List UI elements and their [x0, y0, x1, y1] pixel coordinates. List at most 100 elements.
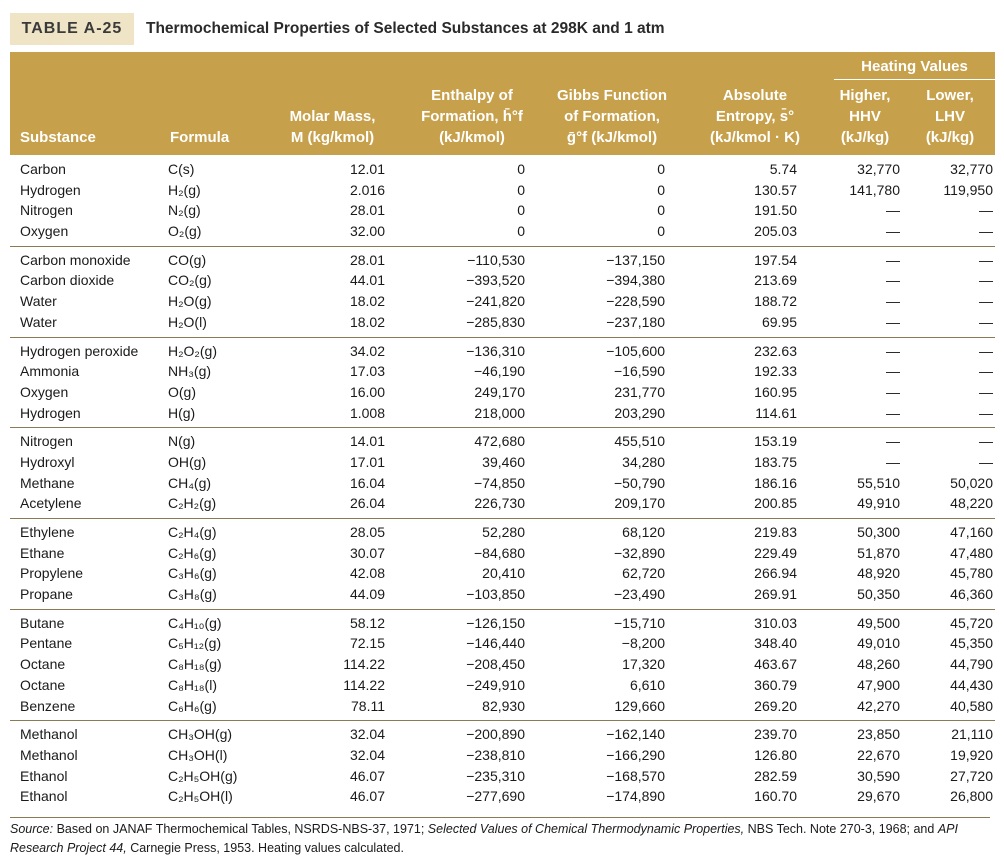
- header-line: Enthalpy of: [431, 87, 513, 104]
- column-header: Higher, HHV (kJ/kg): [825, 85, 905, 148]
- table-cell: —: [979, 383, 993, 400]
- row-group: Ethylene C₂H₄(g) 28.05 52,280 68,120 219.83 50…: [10, 518, 995, 609]
- table-cell: 232.63: [754, 342, 797, 359]
- table-cell: —: [979, 363, 993, 380]
- table-cell: 0: [657, 223, 665, 240]
- table-cell: 218,000: [474, 404, 525, 421]
- table-cell: 47,480: [950, 544, 993, 561]
- table-cell: Octane: [20, 676, 66, 693]
- table-cell: C₅H₁₂(g): [168, 635, 222, 652]
- table-cell: CH₄(g): [168, 474, 212, 491]
- header-line: (kJ/kg): [925, 129, 975, 146]
- table-row: Ethanol C₂H₅OH(l) 46.07 −277,690 −174,890 160…: [10, 786, 995, 807]
- note-text: API Research Project 44,: [10, 822, 958, 855]
- header-line: Formation, h̄°f: [421, 108, 523, 125]
- table-cell: 310.03: [754, 614, 797, 631]
- table-row: Octane C₈H₁₈(g) 114.22 −208,450 17,320 463.67…: [10, 654, 995, 675]
- table-cell: 46,360: [950, 586, 993, 603]
- table-cell: Ethane: [20, 544, 65, 561]
- group-heading: Heating Values: [834, 57, 995, 80]
- table-cell: —: [979, 404, 993, 421]
- table-cell: −146,440: [466, 635, 525, 652]
- table-cell: 188.72: [754, 293, 797, 310]
- table-cell: 44,430: [950, 676, 993, 693]
- table-cell: −50,790: [614, 474, 665, 491]
- table-cell: O(g): [168, 383, 196, 400]
- header-line: M (kg/kmol): [290, 129, 375, 146]
- table-cell: −162,140: [606, 726, 665, 743]
- table-cell: 45,350: [950, 635, 993, 652]
- table-cell: −393,520: [466, 272, 525, 289]
- table-cell: Propane: [20, 586, 73, 603]
- table-cell: 200.85: [754, 495, 797, 512]
- table-cell: 6,610: [629, 676, 665, 693]
- table-cell: 32,770: [950, 161, 993, 177]
- table-cell: 0: [657, 202, 665, 219]
- table-cell: −237,180: [606, 313, 665, 330]
- table-cell: Water: [20, 313, 57, 330]
- table-cell: 34,280: [622, 453, 665, 470]
- table-cell: 49,010: [857, 635, 900, 652]
- table-cell: 28.01: [349, 251, 385, 268]
- table-row: Hydrogen peroxide H₂O₂(g) 34.02 −136,310 −10…: [10, 341, 995, 362]
- header-line: Lower,: [926, 87, 974, 104]
- table-cell: −277,690: [466, 788, 525, 805]
- table-cell: 45,720: [950, 614, 993, 631]
- table-cell: 50,020: [950, 474, 993, 491]
- table-cell: 30,590: [857, 767, 900, 784]
- table-cell: Ammonia: [20, 363, 80, 380]
- table-cell: 129,660: [614, 697, 665, 714]
- table-cell: 239.70: [754, 726, 797, 743]
- table-cell: 29,670: [857, 788, 900, 805]
- table-cell: −168,570: [606, 767, 665, 784]
- note-text: Source:: [10, 822, 54, 836]
- table-cell: 0: [517, 181, 525, 198]
- table-cell: 114.61: [755, 404, 797, 421]
- table-cell: 78.11: [351, 697, 385, 714]
- table-cell: −32,890: [614, 544, 665, 561]
- table-cell: 360.79: [754, 676, 797, 693]
- table-cell: CH₃OH(g): [168, 726, 233, 743]
- table-cell: 191.50: [754, 202, 797, 219]
- table-cell: 160.95: [754, 383, 797, 400]
- row-group: Carbon C(s) 12.01 0 0 5.74 32,770 32,770 Hydroge…: [10, 156, 995, 246]
- table-cell: −15,710: [614, 614, 665, 631]
- header-line: Molar Mass,: [289, 108, 376, 125]
- table-cell: 0: [657, 181, 665, 198]
- table-cell: —: [979, 453, 993, 470]
- table-cell: —: [886, 223, 900, 240]
- table-cell: Ethanol: [20, 767, 68, 784]
- table-cell: −285,830: [466, 313, 525, 330]
- table-cell: 17.01: [349, 453, 385, 470]
- table-cell: 58.12: [349, 614, 385, 631]
- table-cell: 114.22: [343, 656, 385, 673]
- table-cell: −174,890: [606, 788, 665, 805]
- header-line: of Formation,: [564, 108, 660, 125]
- header-line: Gibbs Function: [557, 87, 667, 104]
- table-cell: 463.67: [754, 656, 797, 673]
- table-cell: 192.33: [754, 363, 797, 380]
- header-line: (kJ/kmol · K): [709, 129, 800, 146]
- table-row: Hydroxyl OH(g) 17.01 39,460 34,280 183.75 — —: [10, 452, 995, 473]
- table-cell: 48,260: [857, 656, 900, 673]
- table-cell: −200,890: [466, 726, 525, 743]
- table-cell: 114.22: [343, 676, 385, 693]
- table-cell: 49,910: [857, 495, 900, 512]
- table-cell: —: [979, 313, 993, 330]
- table-cell: 32.04: [349, 746, 385, 763]
- table-cell: 5.74: [769, 161, 797, 177]
- table-cell: H₂O(g): [168, 293, 212, 310]
- note-text: NBS Tech. Note 270-3, 1968; and: [744, 822, 938, 836]
- table-cell: −126,150: [466, 614, 525, 631]
- table-cell: —: [886, 272, 900, 289]
- table-cell: —: [886, 383, 900, 400]
- table-row: Water H₂O(l) 18.02 −285,830 −237,180 69.95 — —: [10, 312, 995, 333]
- table-label: TABLE A-25: [10, 13, 134, 45]
- column-header: Absolute Entropy, s̄° (kJ/kmol · K): [690, 85, 820, 148]
- table-cell: C₂H₄(g): [168, 524, 217, 540]
- table-cell: H₂(g): [168, 181, 201, 198]
- table-cell: −208,450: [466, 656, 525, 673]
- table-cell: 269.91: [754, 586, 797, 603]
- table-cell: −46,190: [474, 363, 525, 380]
